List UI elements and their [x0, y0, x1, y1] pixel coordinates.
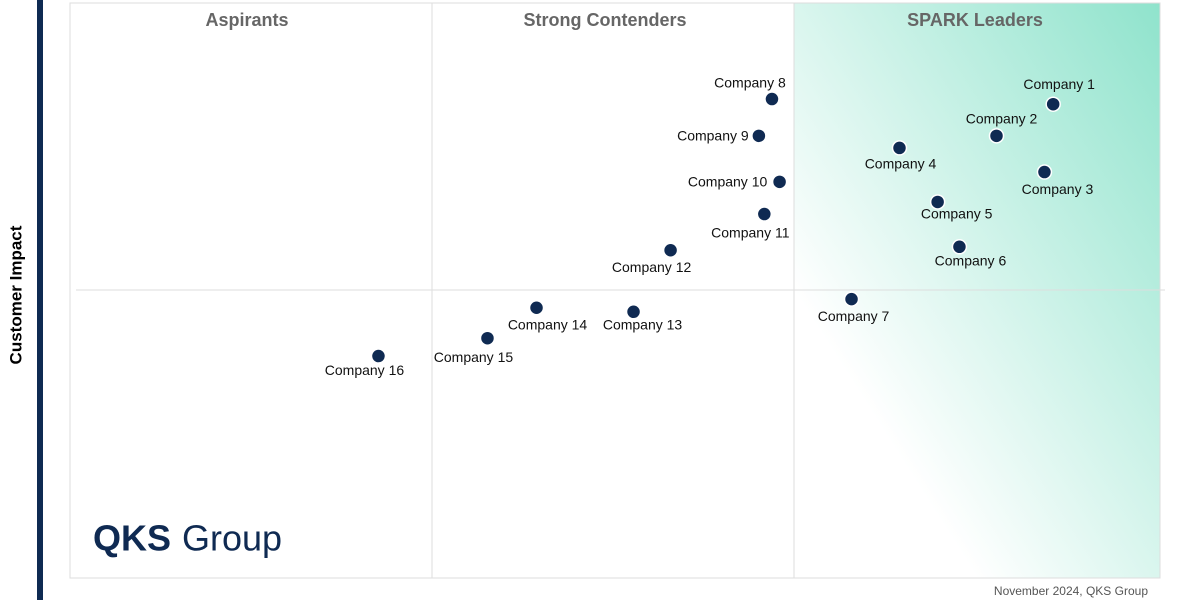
point	[479, 330, 496, 346]
point-label: Company 15	[434, 349, 514, 365]
point-label: Company 1	[1023, 76, 1095, 92]
point-label: Company 2	[966, 111, 1038, 127]
point-label: Company 6	[935, 253, 1007, 269]
point	[1045, 96, 1061, 112]
point	[528, 300, 545, 316]
point-label: Company 14	[508, 316, 588, 332]
point-label: Company 16	[325, 362, 405, 378]
quadrant-label: SPARK Leaders	[907, 10, 1043, 30]
point	[988, 128, 1005, 144]
point	[764, 91, 780, 107]
point	[370, 348, 387, 364]
logo-light: Group	[182, 518, 282, 559]
point-label: Company 7	[818, 308, 890, 324]
point-label: Company 12	[612, 259, 692, 275]
y-axis-bar	[37, 0, 43, 600]
quadrant-label: Aspirants	[205, 10, 288, 30]
y-axis-label: Customer Impact	[6, 225, 25, 364]
point-label: Company 11	[711, 225, 790, 241]
quadrant-label: Strong Contenders	[523, 10, 686, 30]
footnote: November 2024, QKS Group	[994, 584, 1148, 598]
point	[891, 140, 908, 156]
point-label: Company 4	[865, 156, 937, 172]
point	[662, 242, 679, 258]
point	[771, 174, 788, 190]
point-label: Company 8	[714, 75, 786, 91]
point	[625, 304, 642, 320]
point-label: Company 13	[603, 316, 683, 332]
point	[751, 128, 767, 144]
point	[951, 239, 968, 255]
point	[756, 206, 773, 222]
point	[929, 194, 946, 210]
point-label: Company 10	[688, 174, 768, 190]
point-label: Company 5	[921, 206, 993, 222]
point	[1036, 164, 1053, 180]
point	[843, 291, 860, 307]
point-label: Company 3	[1022, 181, 1094, 197]
logo-bold: QKS	[93, 518, 171, 559]
point-label: Company 9	[677, 128, 749, 144]
